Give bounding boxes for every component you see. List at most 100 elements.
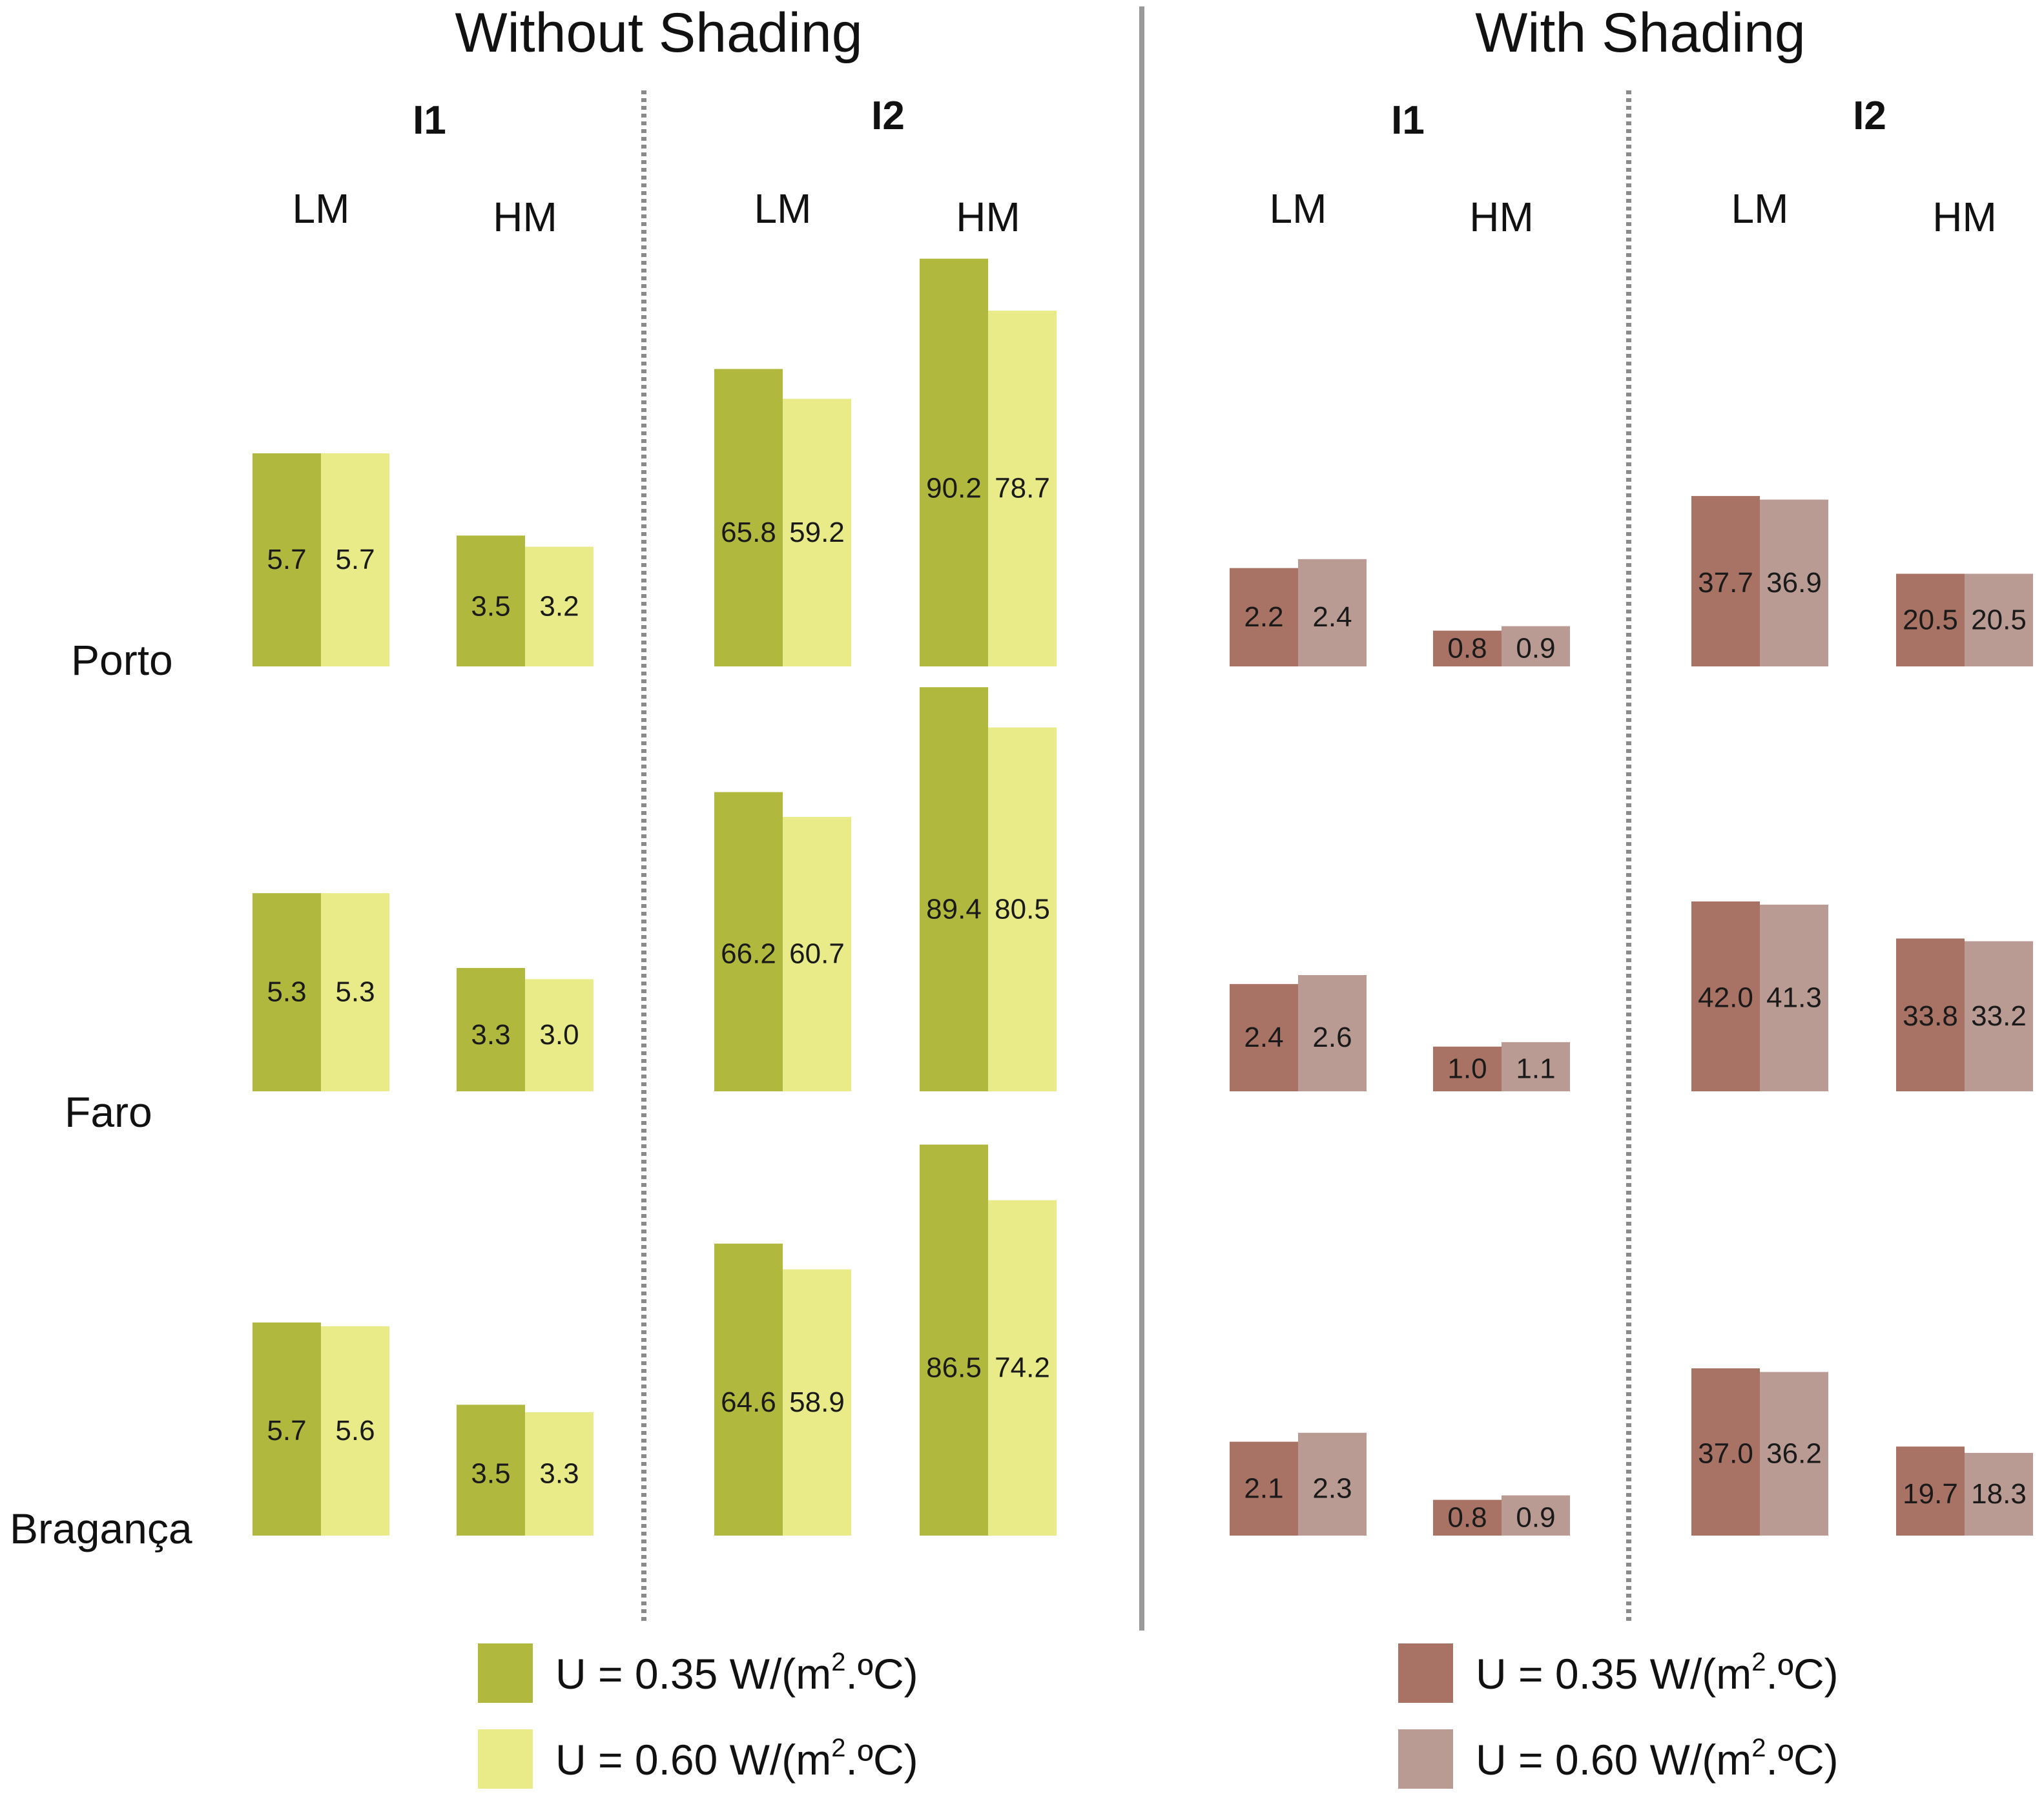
bar-without-shading-i2-hm-porto-u060 bbox=[988, 311, 1057, 667]
value-label-with-shading-i1-hm-faro-u035: 1.0 bbox=[1447, 1053, 1487, 1084]
value-label-with-shading-i1-hm-braganca-u060: 0.9 bbox=[1516, 1501, 1555, 1533]
bar-with-shading-i1-hm-porto-u060 bbox=[1502, 626, 1570, 666]
group-label-without-shading-i2: I2 bbox=[871, 94, 905, 138]
legend-label-without-shading-u060: U = 0.60 W/(m2.ºC) bbox=[555, 1734, 918, 1784]
panel-title-with-shading: With Shading bbox=[1475, 2, 1806, 64]
city-label-porto: Porto bbox=[71, 636, 173, 684]
group-label-without-shading-i1: I1 bbox=[413, 98, 446, 143]
subgroup-label-without-shading-i1-lm: LM bbox=[293, 185, 350, 232]
city-label-faro: Faro bbox=[65, 1088, 152, 1136]
value-label-with-shading-i1-hm-porto-u035: 0.8 bbox=[1447, 632, 1487, 664]
value-label-without-shading-i1-hm-faro-u060: 3.0 bbox=[539, 1019, 579, 1051]
bar-without-shading-i2-hm-faro-u035 bbox=[920, 687, 988, 1091]
value-label-with-shading-i1-lm-faro-u035: 2.4 bbox=[1244, 1022, 1283, 1053]
bar-with-shading-i1-hm-braganca-u060 bbox=[1502, 1495, 1570, 1536]
value-label-with-shading-i1-lm-braganca-u035: 2.1 bbox=[1244, 1472, 1283, 1504]
bar-without-shading-i2-hm-porto-u035 bbox=[920, 258, 988, 667]
bar-with-shading-i1-hm-faro-u060 bbox=[1502, 1042, 1570, 1091]
bar-without-shading-i1-lm-porto-u060 bbox=[321, 453, 389, 666]
bar-with-shading-i2-hm-porto-u060 bbox=[1965, 573, 2033, 666]
value-label-with-shading-i2-hm-porto-u035: 20.5 bbox=[1903, 604, 1958, 635]
value-label-without-shading-i2-lm-braganca-u035: 64.6 bbox=[721, 1386, 776, 1418]
value-label-without-shading-i2-lm-faro-u060: 60.7 bbox=[789, 938, 845, 970]
value-label-without-shading-i2-hm-braganca-u035: 86.5 bbox=[926, 1352, 982, 1383]
value-label-with-shading-i2-hm-braganca-u035: 19.7 bbox=[1903, 1478, 1958, 1510]
bar-without-shading-i1-lm-faro-u035 bbox=[253, 893, 321, 1091]
value-label-without-shading-i2-hm-braganca-u060: 74.2 bbox=[995, 1352, 1050, 1383]
value-label-without-shading-i1-hm-faro-u035: 3.3 bbox=[471, 1019, 510, 1051]
value-label-without-shading-i2-hm-faro-u035: 89.4 bbox=[926, 893, 982, 925]
value-label-with-shading-i2-hm-braganca-u060: 18.3 bbox=[1971, 1478, 2027, 1510]
value-label-without-shading-i2-lm-porto-u035: 65.8 bbox=[721, 517, 776, 548]
subgroup-label-with-shading-i2-hm: HM bbox=[1932, 194, 1997, 240]
bar-without-shading-i1-lm-braganca-u035 bbox=[253, 1322, 321, 1536]
legend-swatch-with-shading-u035 bbox=[1398, 1643, 1453, 1703]
bar-with-shading-i1-lm-faro-u060 bbox=[1298, 975, 1367, 1091]
value-label-without-shading-i1-hm-braganca-u060: 3.3 bbox=[539, 1457, 579, 1489]
value-label-without-shading-i1-lm-braganca-u035: 5.7 bbox=[267, 1415, 306, 1446]
bar-without-shading-i2-lm-braganca-u035 bbox=[714, 1243, 783, 1536]
bar-without-shading-i1-hm-faro-u035 bbox=[457, 967, 525, 1091]
bar-with-shading-i2-lm-faro-u060 bbox=[1760, 904, 1828, 1091]
bar-with-shading-i1-lm-faro-u035 bbox=[1230, 983, 1298, 1091]
bar-with-shading-i2-hm-braganca-u035 bbox=[1896, 1446, 1965, 1536]
bar-without-shading-i2-lm-faro-u035 bbox=[714, 792, 783, 1091]
subgroup-label-without-shading-i2-lm: LM bbox=[754, 185, 812, 232]
subgroup-label-with-shading-i2-lm: LM bbox=[1731, 185, 1789, 232]
value-label-with-shading-i2-lm-faro-u060: 41.3 bbox=[1766, 982, 1822, 1013]
value-label-with-shading-i1-hm-porto-u060: 0.9 bbox=[1516, 632, 1555, 664]
subgroup-label-without-shading-i1-hm: HM bbox=[493, 194, 557, 240]
value-label-with-shading-i2-hm-faro-u060: 33.2 bbox=[1971, 1000, 2027, 1032]
city-label-braganca: Bragança bbox=[10, 1505, 192, 1552]
value-label-without-shading-i2-hm-faro-u060: 80.5 bbox=[995, 893, 1050, 925]
bar-without-shading-i1-lm-porto-u035 bbox=[253, 453, 321, 666]
bar-with-shading-i2-lm-porto-u035 bbox=[1691, 496, 1760, 666]
value-label-with-shading-i1-lm-porto-u060: 2.4 bbox=[1312, 601, 1352, 633]
bar-without-shading-i2-hm-faro-u060 bbox=[988, 727, 1057, 1091]
value-label-with-shading-i1-lm-braganca-u060: 2.3 bbox=[1312, 1472, 1352, 1504]
value-label-with-shading-i2-hm-faro-u035: 33.8 bbox=[1903, 1000, 1958, 1032]
group-label-with-shading-i2: I2 bbox=[1853, 94, 1886, 138]
bar-with-shading-i2-lm-faro-u035 bbox=[1691, 901, 1760, 1091]
value-label-without-shading-i1-lm-porto-u035: 5.7 bbox=[267, 544, 306, 575]
bar-with-shading-i1-lm-braganca-u035 bbox=[1230, 1441, 1298, 1536]
value-label-with-shading-i2-lm-porto-u060: 36.9 bbox=[1766, 567, 1822, 599]
bar-with-shading-i2-hm-porto-u035 bbox=[1896, 573, 1965, 666]
value-label-without-shading-i2-lm-braganca-u060: 58.9 bbox=[789, 1386, 845, 1418]
legend-swatch-with-shading-u060 bbox=[1398, 1729, 1453, 1789]
bar-without-shading-i2-lm-porto-u060 bbox=[783, 398, 851, 666]
legend-swatch-without-shading-u035 bbox=[478, 1643, 533, 1703]
bar-without-shading-i1-hm-porto-u060 bbox=[525, 546, 594, 666]
bar-without-shading-i2-hm-braganca-u060 bbox=[988, 1200, 1057, 1536]
subgroup-label-with-shading-i1-lm: LM bbox=[1270, 185, 1327, 232]
bar-without-shading-i2-lm-faro-u060 bbox=[783, 817, 851, 1091]
value-label-with-shading-i1-hm-braganca-u035: 0.8 bbox=[1447, 1501, 1487, 1533]
bar-with-shading-i2-hm-faro-u060 bbox=[1965, 941, 2033, 1091]
value-label-with-shading-i2-lm-porto-u035: 37.7 bbox=[1698, 567, 1753, 599]
value-label-without-shading-i1-hm-porto-u060: 3.2 bbox=[539, 590, 579, 622]
value-label-without-shading-i1-lm-porto-u060: 5.7 bbox=[335, 544, 375, 575]
bar-with-shading-i1-hm-porto-u035 bbox=[1433, 630, 1502, 666]
bar-without-shading-i1-hm-porto-u035 bbox=[457, 535, 525, 666]
bar-without-shading-i1-lm-braganca-u060 bbox=[321, 1326, 389, 1536]
subgroup-label-with-shading-i1-hm: HM bbox=[1469, 194, 1534, 240]
panel-title-without-shading: Without Shading bbox=[455, 2, 862, 64]
bar-with-shading-i2-lm-porto-u060 bbox=[1760, 499, 1828, 666]
bar-without-shading-i1-lm-faro-u060 bbox=[321, 893, 389, 1091]
legend-label-with-shading-u035: U = 0.35 W/(m2.ºC) bbox=[1476, 1648, 1839, 1698]
value-label-without-shading-i2-lm-porto-u060: 59.2 bbox=[789, 517, 845, 548]
bar-with-shading-i2-hm-braganca-u060 bbox=[1965, 1452, 2033, 1536]
bar-with-shading-i2-hm-faro-u035 bbox=[1896, 938, 1965, 1091]
bar-with-shading-i1-lm-porto-u060 bbox=[1298, 559, 1367, 666]
bar-without-shading-i1-hm-braganca-u035 bbox=[457, 1405, 525, 1536]
value-label-without-shading-i2-hm-porto-u035: 90.2 bbox=[926, 473, 982, 504]
value-label-with-shading-i2-lm-braganca-u035: 37.0 bbox=[1698, 1437, 1753, 1469]
value-label-without-shading-i1-hm-porto-u035: 3.5 bbox=[471, 590, 510, 622]
value-label-with-shading-i1-lm-porto-u035: 2.2 bbox=[1244, 601, 1283, 633]
legend-label-with-shading-u060: U = 0.60 W/(m2.ºC) bbox=[1476, 1734, 1839, 1784]
bar-without-shading-i1-hm-braganca-u060 bbox=[525, 1412, 594, 1536]
bar-without-shading-i1-hm-faro-u060 bbox=[525, 979, 594, 1091]
bar-without-shading-i2-lm-braganca-u060 bbox=[783, 1269, 851, 1536]
